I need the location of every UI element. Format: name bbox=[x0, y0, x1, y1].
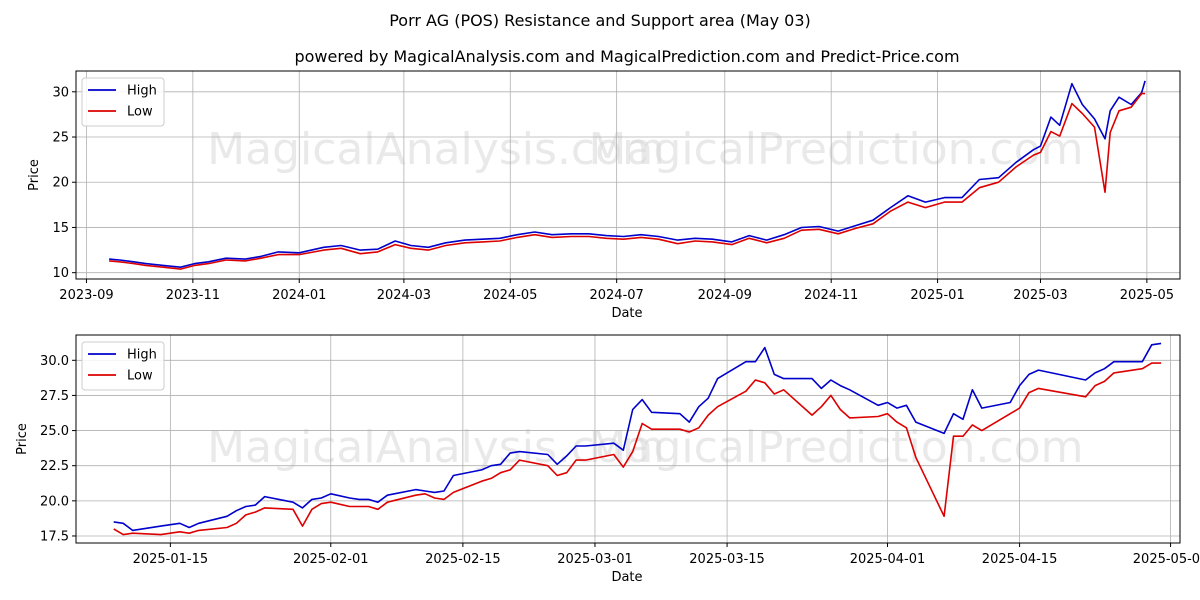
y-tick-label: 20.0 bbox=[40, 494, 69, 509]
legend: High Low bbox=[81, 341, 165, 391]
y-tick-label: 30 bbox=[52, 85, 69, 100]
y-axis-label: Price bbox=[27, 159, 42, 191]
y-tick-label: 30.0 bbox=[40, 354, 69, 369]
x-tick-label: 2024-01 bbox=[272, 288, 326, 303]
legend-label-low: Low bbox=[127, 105, 153, 120]
x-tick-label: 2025-05 bbox=[1120, 288, 1174, 303]
x-tick-label: 2025-04-01 bbox=[850, 552, 926, 567]
series-line-high bbox=[113, 342, 1162, 532]
x-tick-label: 2025-02-15 bbox=[425, 552, 501, 567]
y-tick-label: 27.5 bbox=[40, 389, 69, 404]
x-tick-label: 2025-03 bbox=[1013, 288, 1067, 303]
x-tick-label: 2023-09 bbox=[59, 288, 113, 303]
x-tick-label: 2024-05 bbox=[483, 288, 537, 303]
x-tick-label: 2025-05-01 bbox=[1133, 552, 1200, 567]
x-tick-label: 2025-04-15 bbox=[982, 552, 1058, 567]
x-tick-label: 2024-11 bbox=[804, 288, 858, 303]
plot-frame bbox=[75, 70, 1181, 280]
y-tick-label: 25 bbox=[52, 131, 69, 146]
legend-label-high: High bbox=[127, 348, 157, 363]
y-tick-label: 15 bbox=[52, 221, 69, 236]
legend-label-low: Low bbox=[127, 369, 153, 384]
y-tick-label: 22.5 bbox=[40, 459, 69, 474]
chart-subtitle: powered by MagicalAnalysis.com and Magic… bbox=[294, 47, 959, 66]
legend-label-high: High bbox=[127, 84, 157, 99]
x-tick-label: 2023-11 bbox=[166, 288, 220, 303]
watermark-text: MagicalPrediction.com bbox=[589, 124, 1084, 175]
y-tick-label: 25.0 bbox=[40, 424, 69, 439]
series-line-low bbox=[109, 92, 1146, 270]
series-line-low bbox=[113, 362, 1162, 536]
x-tick-label: 2025-01-15 bbox=[133, 552, 209, 567]
x-axis-label: Date bbox=[611, 306, 642, 321]
x-tick-label: 2025-03-15 bbox=[689, 552, 765, 567]
chart-title: Porr AG (POS) Resistance and Support are… bbox=[389, 11, 811, 30]
x-axis-label: Date bbox=[611, 570, 642, 585]
x-tick-label: 2025-01 bbox=[910, 288, 964, 303]
bottom-panel: MagicalAnalysis.comMagicalPrediction.com… bbox=[15, 334, 1200, 585]
y-tick-label: 17.5 bbox=[40, 529, 69, 544]
series-line-high bbox=[109, 80, 1146, 269]
top-panel: MagicalAnalysis.comMagicalPrediction.com… bbox=[27, 70, 1181, 321]
x-tick-label: 2024-03 bbox=[377, 288, 431, 303]
y-axis-label: Price bbox=[15, 423, 30, 455]
legend: High Low bbox=[81, 77, 165, 127]
watermark-text: MagicalAnalysis.com bbox=[207, 124, 665, 175]
x-tick-label: 2024-09 bbox=[698, 288, 752, 303]
x-tick-label: 2025-02-01 bbox=[293, 552, 369, 567]
y-tick-label: 10 bbox=[52, 266, 69, 281]
y-tick-label: 20 bbox=[52, 176, 69, 191]
x-tick-label: 2025-03-01 bbox=[557, 552, 633, 567]
x-tick-label: 2024-07 bbox=[589, 288, 643, 303]
plot-frame bbox=[75, 334, 1181, 544]
